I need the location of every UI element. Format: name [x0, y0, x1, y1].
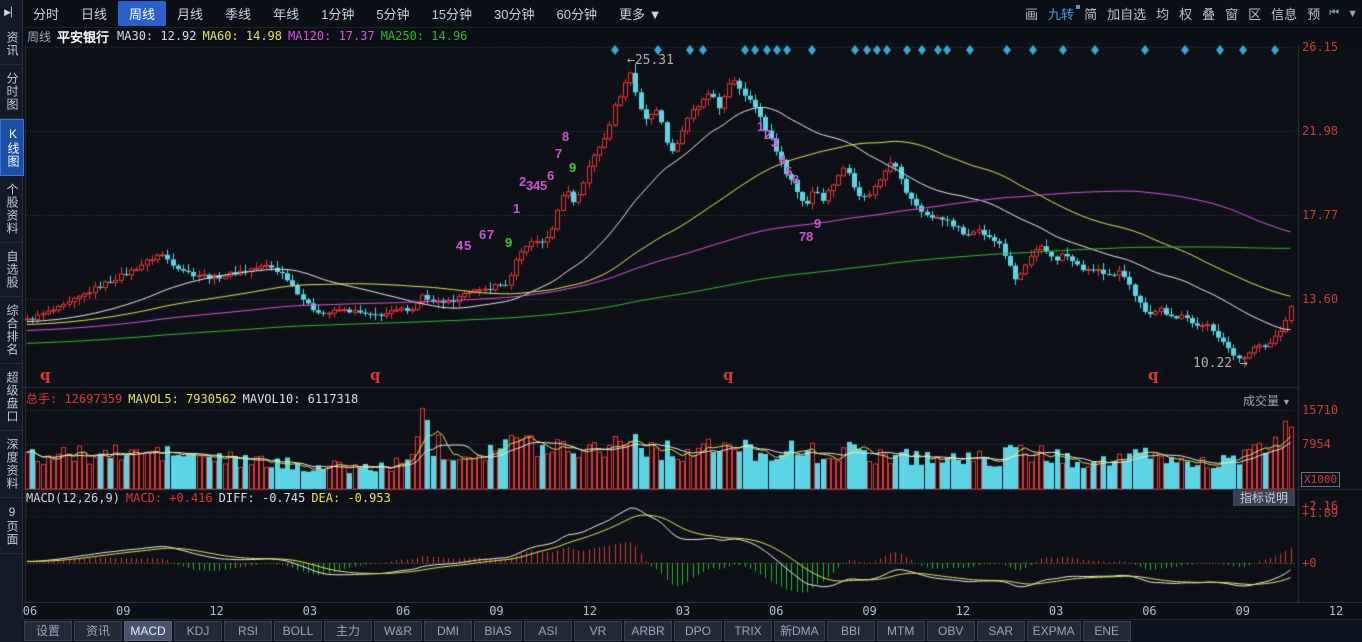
- sidebar-collapse-icon[interactable]: ▶▏: [4, 7, 18, 17]
- indicator-tab-EXPMA[interactable]: EXPMA: [1026, 621, 1081, 641]
- indicator-help-tooltip[interactable]: 指标说明: [1233, 490, 1295, 506]
- tool-叠[interactable]: 叠: [1202, 7, 1216, 22]
- tab-日线[interactable]: 日线: [81, 7, 108, 22]
- sidebar-item-个股资料[interactable]: 个股资料: [0, 176, 22, 243]
- ma-value-MA30: MA30: 12.92: [117, 29, 197, 43]
- period-toolbar: 分时 日线 周线 月线 季线 年线 1分钟 5分钟 15分钟 30分钟 60分钟 更多 ▼ 画九转简加…: [22, 0, 1362, 28]
- indicator-tab-MTM[interactable]: MTM: [876, 621, 925, 641]
- time-axis-label: 12: [1328, 604, 1344, 618]
- left-sidebar: ▶▏ 资讯 分时图 K线图 个股资料 自选股 综合排名 超级盘口 深度资料 9页面: [0, 0, 24, 642]
- time-axis-label: 09: [862, 604, 877, 618]
- indicator-tab-VR[interactable]: VR: [574, 621, 622, 641]
- volume-stat-MAVOL5: MAVOL5: 7930562: [128, 391, 237, 406]
- indicator-tab-W&R[interactable]: W&R: [374, 621, 422, 641]
- macd-stat-DIFF: DIFF: -0.745: [218, 491, 306, 505]
- time-axis-label: 03: [1048, 604, 1064, 618]
- indicator-tab-bar: 设置 资讯 MACD KDJ RSI BOLL 主力 W&R DMI BIAS ASI VR ARBR D…: [22, 619, 1362, 642]
- time-axis: 06 09 12 03 06 09 12 03 06 09 12 03 06 09 12: [0, 604, 1362, 619]
- sidebar-item-自选股[interactable]: 自选股: [0, 243, 22, 297]
- time-axis-label: 06: [395, 604, 411, 618]
- tool-权[interactable]: 权: [1179, 7, 1193, 22]
- indicator-tab-BIAS[interactable]: BIAS: [474, 621, 522, 641]
- tool-窗[interactable]: 窗: [1225, 7, 1239, 22]
- sidebar-item-综合排名[interactable]: 综合排名: [0, 297, 22, 364]
- tool-画[interactable]: 画: [1025, 7, 1039, 22]
- tool-简[interactable]: 简: [1084, 7, 1098, 22]
- time-axis-label: 12: [582, 604, 597, 618]
- chevron-down-icon: ▼: [1282, 397, 1291, 407]
- volume-indicator-label: 成交量: [1243, 394, 1280, 408]
- ma-value-MA120: MA120: 17.37: [288, 29, 375, 43]
- sidebar-item-资讯[interactable]: 资讯: [0, 24, 22, 65]
- tool-加自选[interactable]: 加自选: [1107, 7, 1147, 22]
- macd-header: MACD(12,26,9) MACD: +0.416 DIFF: -0.745 DEA…: [26, 491, 397, 505]
- tab-月线[interactable]: 月线: [177, 7, 204, 22]
- indicator-tab-RSI[interactable]: RSI: [224, 621, 272, 641]
- indicator-tab-BOLL[interactable]: BOLL: [274, 621, 322, 641]
- stock-name: 平安银行: [57, 29, 110, 45]
- indicator-tab-ARBR[interactable]: ARBR: [624, 621, 672, 641]
- indicator-tab-新DMA[interactable]: 新DMA: [774, 621, 825, 641]
- tab-15分钟[interactable]: 15分钟: [431, 7, 473, 22]
- tab-周线[interactable]: 周线: [118, 1, 167, 26]
- macd-title: MACD(12,26,9): [26, 491, 120, 505]
- tool-预[interactable]: 预: [1307, 7, 1321, 22]
- time-axis-label: 12: [209, 604, 224, 618]
- tab-季线[interactable]: 季线: [225, 7, 252, 22]
- volume-stat-MAVOL10: MAVOL10: 6117318: [242, 391, 359, 406]
- indicator-tab-MACD[interactable]: MACD: [124, 621, 172, 641]
- tool-信息[interactable]: 信息: [1271, 7, 1298, 22]
- indicator-tab-DMI[interactable]: DMI: [424, 621, 472, 641]
- indicator-tab-主力[interactable]: 主力: [324, 621, 372, 641]
- time-axis-label: 09: [116, 604, 131, 618]
- indicator-tab-资讯[interactable]: 资讯: [74, 621, 122, 641]
- indicator-tab-OBV[interactable]: OBV: [926, 621, 975, 641]
- macd-stat-MACD: MACD: +0.416: [125, 491, 213, 505]
- sidebar-item-分时图[interactable]: 分时图: [0, 65, 22, 119]
- tool-区[interactable]: 区: [1248, 7, 1262, 22]
- indicator-tab-ENE[interactable]: ENE: [1082, 621, 1131, 641]
- period-label: 周线: [27, 29, 52, 44]
- volume-stat-总手: 总手: 12697359: [26, 392, 123, 406]
- time-axis-label: 06: [1142, 604, 1157, 618]
- indicator-tab-设置[interactable]: 设置: [24, 621, 72, 641]
- tab-30分钟[interactable]: 30分钟: [494, 7, 535, 22]
- tab-年线[interactable]: 年线: [273, 7, 300, 22]
- volume-indicator-dropdown[interactable]: 成交量 ▼: [1243, 392, 1291, 409]
- tab-5分钟[interactable]: 5分钟: [376, 7, 410, 22]
- tab-更多 ▼[interactable]: 更多 ▼: [618, 7, 662, 22]
- sidebar-item-超级盘口[interactable]: 超级盘口: [0, 364, 22, 431]
- ma-value-MA250: MA250: 14.96: [380, 29, 468, 43]
- time-axis-label: 06: [769, 604, 784, 618]
- tool-均[interactable]: 均: [1156, 7, 1170, 22]
- tool-九转[interactable]: 九转: [1043, 4, 1081, 23]
- toolbar-dropdown-icon[interactable]: ▼: [1347, 7, 1358, 20]
- indicator-tab-TRIX[interactable]: TRIX: [724, 621, 772, 641]
- sidebar-item-K线图[interactable]: K线图: [0, 119, 24, 176]
- time-axis-label: 03: [675, 604, 691, 618]
- time-axis-label: 06: [22, 604, 38, 618]
- tab-分时[interactable]: 分时: [33, 7, 60, 22]
- kline-chart-canvas[interactable]: [22, 45, 1362, 603]
- sidebar-item-深度资料[interactable]: 深度资料: [0, 431, 22, 498]
- indicator-tab-SAR[interactable]: SAR: [976, 621, 1025, 641]
- indicator-tab-BBI[interactable]: BBI: [826, 621, 875, 641]
- jump-to-latest-icon[interactable]: ⏮: [1329, 7, 1340, 19]
- ma-value-MA60: MA60: 14.98: [202, 29, 282, 43]
- sidebar-item-9页面[interactable]: 9页面: [0, 498, 22, 554]
- indicator-tab-DPO[interactable]: DPO: [674, 621, 722, 641]
- time-axis-label: 09: [1235, 604, 1250, 618]
- indicator-tab-ASI[interactable]: ASI: [524, 621, 572, 641]
- time-axis-label: 09: [489, 604, 504, 618]
- tab-1分钟[interactable]: 1分钟: [321, 7, 355, 22]
- time-axis-label: 12: [955, 604, 971, 618]
- indicator-tab-KDJ[interactable]: KDJ: [174, 621, 222, 641]
- macd-stat-DEA: DEA: -0.953: [311, 491, 391, 505]
- tab-60分钟[interactable]: 60分钟: [556, 7, 597, 22]
- chart-info-bar: 周线 平安银行 MA30: 12.92 MA60: 14.98 MA120: 17.…: [22, 27, 1362, 45]
- time-axis-label: 03: [302, 604, 318, 618]
- volume-header: 总手: 12697359 MAVOL5: 7930562 MAVOL10: 6117…: [26, 390, 364, 407]
